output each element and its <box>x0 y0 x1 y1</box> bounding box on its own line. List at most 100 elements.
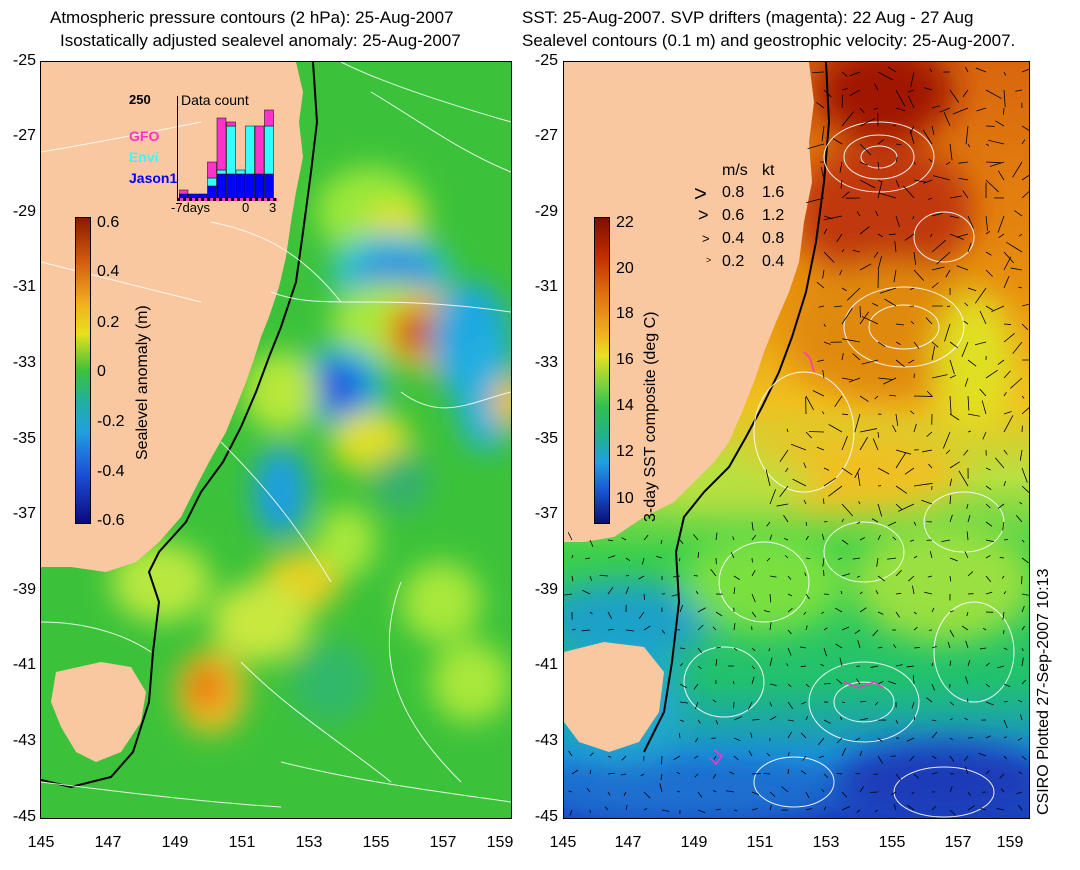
inset-bar-Envi-9 <box>264 125 274 175</box>
inset-bar-GFO-4 <box>216 117 227 171</box>
right-xlabel-6: 157 <box>944 834 972 851</box>
sst-colorbar-label-1: 20 <box>616 260 634 277</box>
data-count-inset: 250 Data count GFO Envi Jason1 -7days 0 … <box>129 88 279 215</box>
sla-colorbar-label-4: -0.2 <box>97 413 125 430</box>
left-title-line1: Atmospheric pressure contours (2 hPa): 2… <box>50 8 454 27</box>
inset-bar-GFO-9 <box>264 109 274 127</box>
left-ylabel-7: -39 <box>12 581 36 598</box>
speed-arrow-0.4: > <box>702 231 710 246</box>
sst-colorbar-label-2: 18 <box>616 305 634 322</box>
right-xlabel-2: 149 <box>680 834 708 851</box>
sealevel-colorbar <box>75 217 91 524</box>
left-ylabel-9: -43 <box>12 732 36 749</box>
sst-colorbar <box>594 217 610 524</box>
inset-y-axis <box>177 96 178 201</box>
right-xlabel-3: 151 <box>746 834 774 851</box>
sst-colorbar-label-3: 16 <box>616 351 634 368</box>
right-xlabel-5: 155 <box>878 834 906 851</box>
inset-bar-Envi-4 <box>216 169 227 175</box>
right-title-line1: SST: 25-Aug-2007. SVP drifters (magenta)… <box>522 8 974 27</box>
right-ylabel-7: -39 <box>534 581 558 598</box>
sst-colorbar-label-5: 12 <box>616 443 634 460</box>
sla-colorbar-label-0: 0.6 <box>97 214 120 231</box>
right-xlabel-7: 159 <box>996 834 1024 851</box>
inset-bar-Jason1-6 <box>235 173 246 199</box>
speed-arrow-0.8: > <box>694 181 707 206</box>
sst-colorbar-label-0: 22 <box>616 214 634 231</box>
left-xlabel-3: 151 <box>228 834 256 851</box>
sla-colorbar-label-5: -0.4 <box>97 463 125 480</box>
sla-colorbar-label-2: 0.2 <box>97 314 120 331</box>
speed-arrow-0.6: > <box>698 205 709 225</box>
left-ylabel-3: -31 <box>12 278 36 295</box>
speed-legend-row0-ms: 0.8 <box>722 184 745 201</box>
right-ylabel-2: -29 <box>534 203 558 220</box>
inset-bar-Jason1-7 <box>245 173 255 199</box>
svp-drifters <box>709 351 885 766</box>
right-ylabel-10: -45 <box>534 808 558 825</box>
left-ylabel-0: -25 <box>12 52 36 69</box>
left-xlabel-0: 145 <box>27 834 55 851</box>
sla-colorbar-label-3: 0 <box>97 363 106 380</box>
right-ylabel-1: -27 <box>534 127 558 144</box>
tasmania <box>51 662 146 762</box>
right-ylabel-9: -43 <box>534 732 558 749</box>
sst-colorbar-label-6: 10 <box>616 490 634 507</box>
sst-colorbar-title: 3-day SST composite (deg C) <box>642 311 659 522</box>
inset-bar-GFO-5 <box>226 121 236 127</box>
sealevel-anomaly-field <box>41 62 511 818</box>
left-ylabel-1: -27 <box>12 127 36 144</box>
sla-colorbar-label-1: 0.4 <box>97 263 120 280</box>
speed-legend-header-ms: m/s <box>722 162 748 179</box>
inset-bar-Jason1-9 <box>264 173 274 199</box>
inset-xlabel-left: -7days <box>171 200 211 215</box>
right-ylabel-5: -35 <box>534 430 558 447</box>
right-ylabel-3: -31 <box>534 278 558 295</box>
geostrophic-velocity-arrows <box>564 66 1029 816</box>
inset-bar-GFO-0 <box>179 189 189 195</box>
speed-legend-row3-kt: 0.4 <box>762 253 785 270</box>
inset-xlabel-mid: 0 <box>242 200 250 215</box>
right-xlabel-1: 147 <box>614 834 642 851</box>
speed-legend-row0-kt: 1.6 <box>762 184 785 201</box>
right-ylabel-4: -33 <box>534 354 558 371</box>
right-ylabel-8: -41 <box>534 656 558 673</box>
inset-legend-gfo: GFO <box>129 128 160 144</box>
inset-x-axis <box>177 198 277 201</box>
left-xlabel-4: 153 <box>295 834 323 851</box>
left-ylabel-10: -45 <box>12 808 36 825</box>
speed-legend-row1-ms: 0.6 <box>722 207 745 224</box>
left-ylabel-5: -35 <box>12 430 36 447</box>
inset-bar-Envi-3 <box>207 177 217 187</box>
left-xlabel-1: 147 <box>94 834 122 851</box>
data-count-bars <box>179 109 274 199</box>
right-ylabel-0: -25 <box>534 52 558 69</box>
left-xlabel-2: 149 <box>161 834 189 851</box>
inset-bar-Jason1-8 <box>254 173 265 199</box>
inset-bar-Envi-6 <box>235 169 246 175</box>
sealevel-anomaly-map: 0.6 0.4 0.2 0 -0.2 -0.4 -0.6 Sealevel an… <box>40 61 512 819</box>
left-xlabel-5: 155 <box>362 834 390 851</box>
inset-bar-Jason1-3 <box>207 185 217 199</box>
inset-ymax-label: 250 <box>129 92 151 107</box>
left-xlabel-7: 159 <box>486 834 514 851</box>
sst-field <box>564 62 1029 818</box>
inset-title: Data count <box>181 92 249 108</box>
inset-legend-envi: Envi <box>129 149 159 165</box>
left-title-line2: Isostatically adjusted sealevel anomaly:… <box>60 31 461 50</box>
speed-legend-row3-ms: 0.2 <box>722 253 745 270</box>
credit-label: CSIRO Plotted 27-Sep-2007 10:13 <box>1035 568 1052 815</box>
left-ylabel-6: -37 <box>12 505 36 522</box>
speed-legend-row2-kt: 0.8 <box>762 230 785 247</box>
right-title-line2: Sealevel contours (0.1 m) and geostrophi… <box>522 31 1016 50</box>
tasmania-right <box>564 642 664 752</box>
left-ylabel-8: -41 <box>12 656 36 673</box>
inset-bar-GFO-3 <box>207 161 217 179</box>
left-xlabel-6: 157 <box>429 834 457 851</box>
inset-bar-Jason1-4 <box>216 173 227 199</box>
speed-legend-row2-ms: 0.4 <box>722 230 745 247</box>
sst-colorbar-label-4: 14 <box>616 397 634 414</box>
speed-legend-header-kt: kt <box>762 162 775 179</box>
right-xlabel-0: 145 <box>549 834 577 851</box>
left-ylabel-4: -33 <box>12 354 36 371</box>
